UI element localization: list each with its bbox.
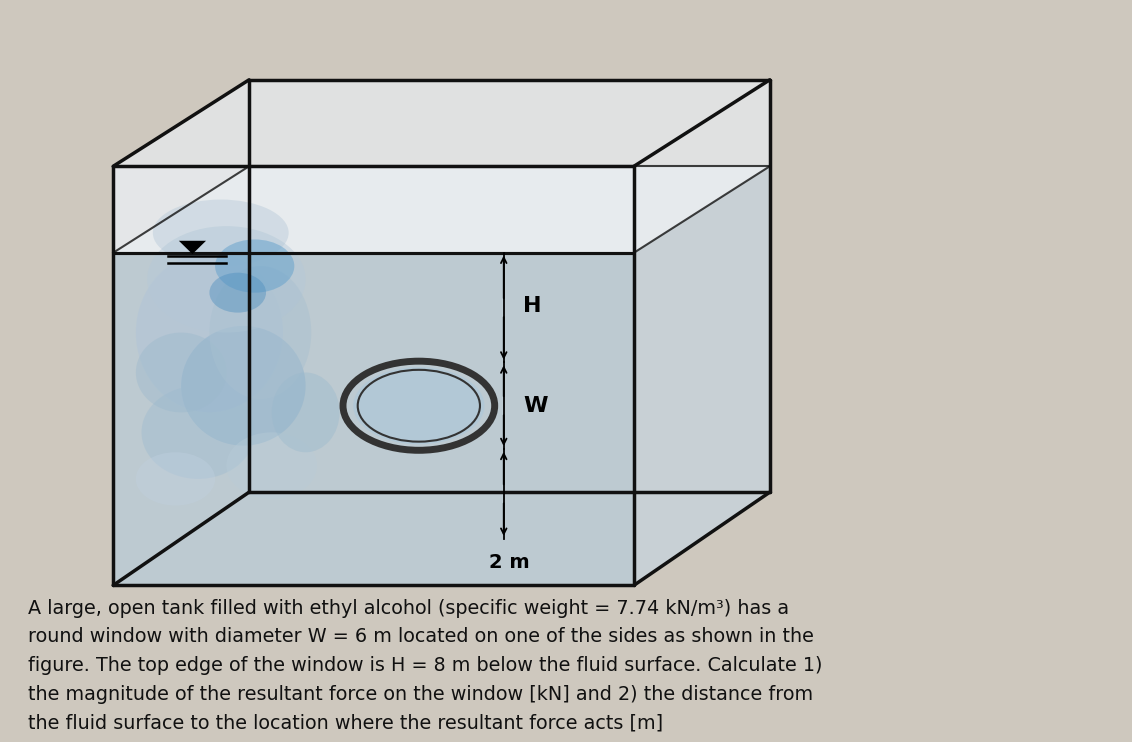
Ellipse shape (147, 226, 306, 332)
Ellipse shape (209, 273, 266, 312)
Ellipse shape (153, 200, 289, 266)
Ellipse shape (226, 433, 317, 499)
Ellipse shape (181, 326, 306, 446)
Ellipse shape (215, 240, 294, 292)
Polygon shape (113, 80, 770, 166)
Ellipse shape (136, 453, 215, 505)
Ellipse shape (136, 253, 283, 413)
Ellipse shape (136, 332, 226, 413)
Polygon shape (113, 166, 634, 253)
Ellipse shape (142, 386, 255, 479)
Polygon shape (113, 253, 634, 585)
Ellipse shape (209, 266, 311, 399)
Polygon shape (634, 166, 770, 585)
Text: W: W (523, 395, 548, 416)
Polygon shape (179, 240, 206, 254)
Text: 2 m: 2 m (489, 554, 530, 572)
Ellipse shape (272, 372, 340, 453)
Polygon shape (113, 166, 770, 253)
Text: A large, open tank filled with ethyl alcohol (specific weight = 7.74 kN/m³) has : A large, open tank filled with ethyl alc… (28, 599, 823, 732)
Ellipse shape (353, 367, 484, 444)
Text: H: H (523, 296, 541, 316)
Polygon shape (634, 80, 770, 253)
